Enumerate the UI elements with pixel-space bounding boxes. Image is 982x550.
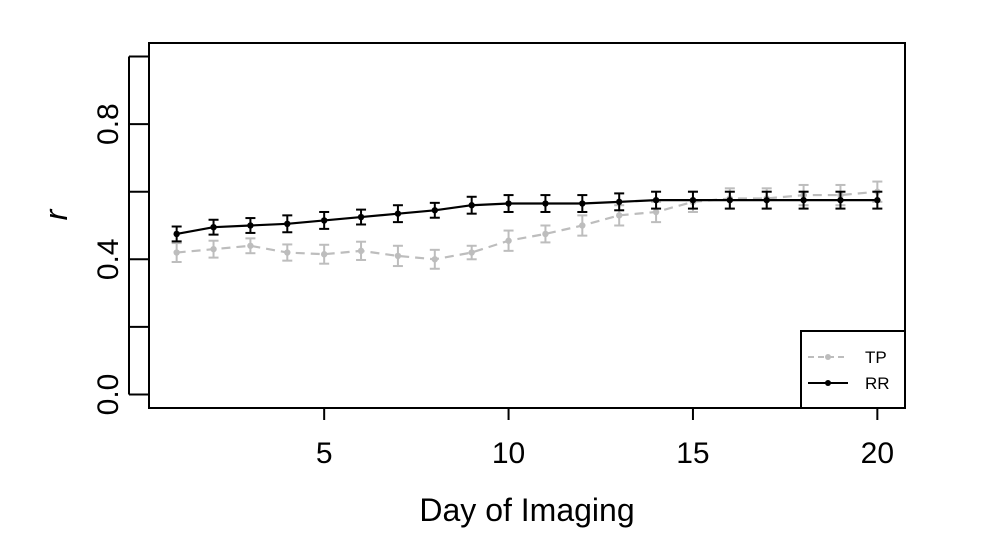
series-line (176, 199, 878, 236)
series-rr (171, 190, 883, 243)
series-line (176, 190, 878, 261)
series-layer (171, 180, 883, 270)
data-point (542, 200, 549, 207)
x-axis-title: Day of Imaging (419, 492, 634, 528)
data-point (505, 237, 512, 244)
data-point (247, 242, 254, 249)
data-point (394, 210, 402, 217)
legend-box (800, 330, 906, 409)
legend-swatch-point (825, 380, 831, 386)
x-tick-label: 5 (316, 437, 333, 470)
data-point (357, 213, 365, 221)
data-point (763, 196, 770, 204)
data-point (726, 196, 734, 204)
x-tick-label: 15 (676, 437, 709, 470)
data-point (579, 200, 586, 207)
x-tick-label: 10 (492, 437, 525, 470)
y-axis-title: r (38, 208, 74, 220)
plot-frame (148, 42, 906, 409)
data-point (431, 256, 439, 263)
data-point (247, 222, 254, 229)
data-point (173, 249, 180, 256)
data-point (615, 198, 623, 206)
data-point (210, 223, 217, 231)
data-point (210, 245, 217, 253)
data-point (284, 249, 291, 256)
data-point (357, 247, 365, 255)
data-point (468, 202, 475, 209)
data-point (874, 196, 881, 204)
data-point (542, 230, 549, 238)
legend-swatch-point (825, 354, 831, 360)
data-point (615, 212, 623, 219)
data-point (173, 230, 180, 238)
data-point (320, 217, 328, 224)
data-point (579, 222, 586, 229)
data-point (505, 200, 512, 207)
data-point (652, 208, 660, 216)
legend: TP RR (800, 330, 906, 409)
y-tick-label: 0.0 (92, 374, 125, 416)
data-point (689, 196, 697, 204)
data-point (320, 251, 328, 258)
y-tick-label: 0.8 (92, 103, 125, 145)
data-point (652, 196, 660, 204)
data-point (284, 220, 291, 228)
data-point (431, 207, 439, 214)
x-tick-label: 20 (861, 437, 894, 470)
legend-label: TP (865, 348, 887, 367)
legend-label: RR (865, 374, 890, 393)
axes: 5 10 15 20 0.0 0.4 0.8 (92, 42, 906, 470)
data-point (468, 249, 475, 256)
data-point (800, 196, 807, 204)
data-point (394, 252, 402, 260)
y-tick-label: 0.4 (92, 238, 125, 280)
data-point (837, 196, 844, 204)
